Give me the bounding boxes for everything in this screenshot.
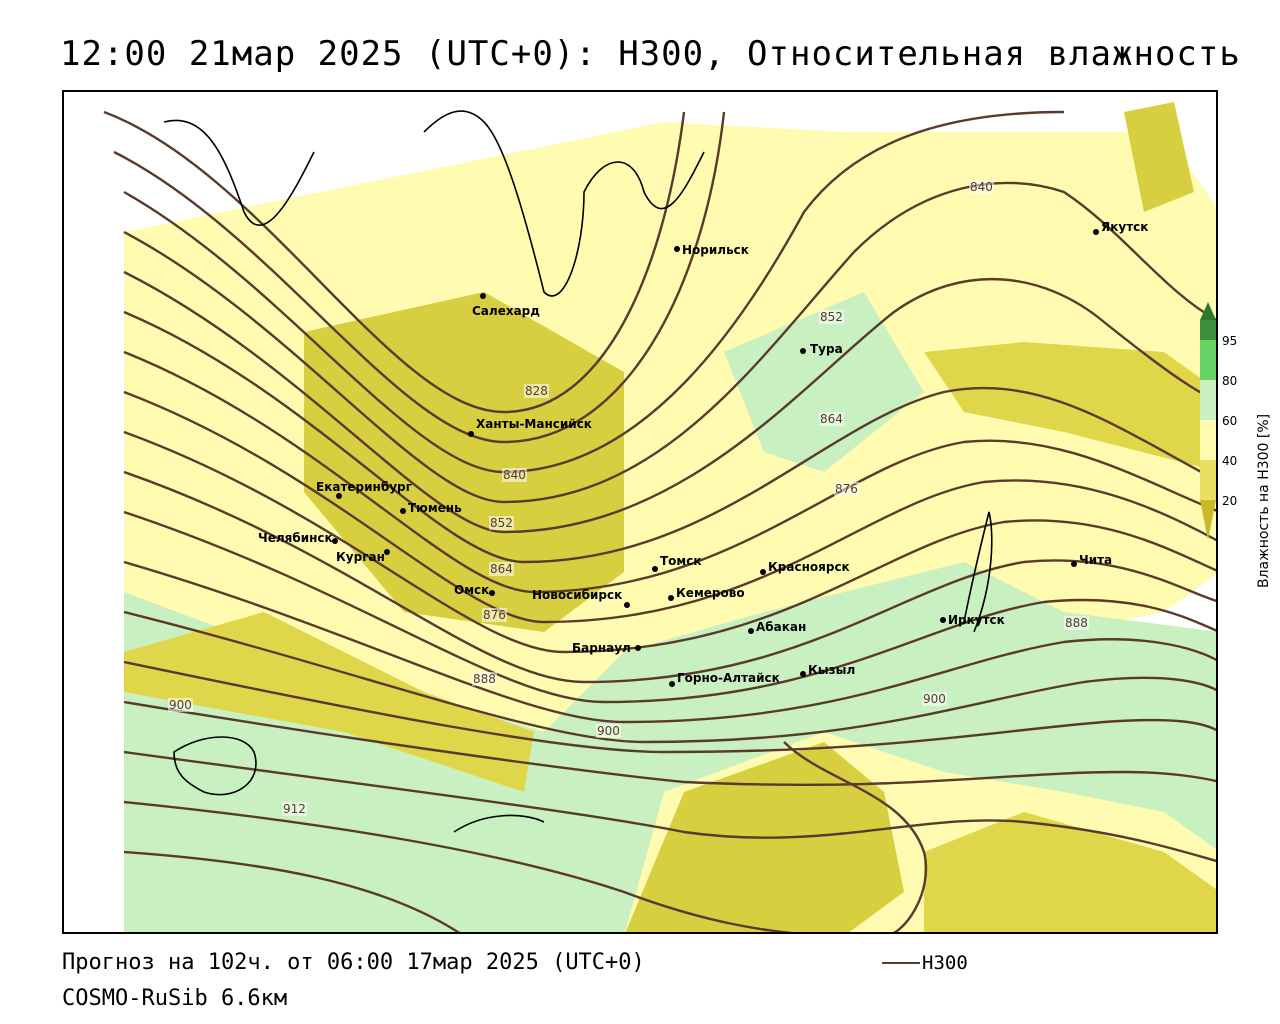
colorbar-tick: 60	[1222, 414, 1238, 428]
city-dot	[384, 549, 390, 555]
contour-label: 864	[819, 412, 844, 426]
city-dot	[489, 590, 495, 596]
colorbar-title: Влажность на H300 [%]	[1256, 413, 1272, 588]
city-dot	[668, 595, 674, 601]
colorbar-80	[1200, 340, 1216, 380]
city-label[interactable]: Кемерово	[676, 586, 745, 600]
map-canvas	[64, 92, 1216, 932]
forecast-text: Прогноз на 102ч. от 06:00 17мар 2025 (UT…	[62, 950, 645, 975]
colorbar-60	[1200, 380, 1216, 420]
weather-map[interactable]: 840 852 864 876 828 840 852 864 876 888 …	[62, 90, 1218, 934]
city-label[interactable]: Новосибирск	[532, 588, 623, 602]
city-label[interactable]: Томск	[660, 554, 702, 568]
contour-label: 852	[489, 516, 514, 530]
city-label[interactable]: Челябинск	[258, 531, 333, 545]
contour-label: 900	[168, 698, 193, 712]
contour-label: 852	[819, 310, 844, 324]
colorbar-bottom-triangle	[1200, 500, 1216, 540]
city-label[interactable]: Барнаул	[572, 641, 631, 655]
contour-label: 900	[922, 692, 947, 706]
city-label[interactable]: Омск	[454, 583, 490, 597]
city-dot	[332, 538, 338, 544]
city-dot	[674, 246, 680, 252]
h300-legend-label: H300	[922, 952, 968, 974]
contour-label: 864	[489, 562, 514, 576]
city-label[interactable]: Тюмень	[408, 501, 462, 515]
colorbar-tick: 95	[1222, 334, 1238, 348]
city-dot	[336, 493, 342, 499]
contour-label: 876	[482, 608, 507, 622]
city-dot	[635, 645, 641, 651]
contour-label: 840	[969, 180, 994, 194]
city-dot	[940, 617, 946, 623]
city-label[interactable]: Курган	[336, 550, 385, 564]
city-label[interactable]: Кызыл	[808, 663, 856, 677]
contour-label: 888	[472, 672, 497, 686]
h300-contours	[103, 110, 1216, 932]
colorbar-tick: 20	[1222, 494, 1238, 508]
humidity-colorbar	[1200, 302, 1216, 540]
borders	[163, 110, 993, 833]
model-name: COSMO-RuSib 6.6км	[62, 986, 288, 1011]
humidity-field	[64, 92, 1216, 932]
colorbar-top-triangle	[1200, 302, 1216, 320]
contour-label: 876	[834, 482, 859, 496]
city-dot	[748, 628, 754, 634]
city-label[interactable]: Иркутск	[948, 613, 1005, 627]
city-label[interactable]: Салехард	[472, 304, 540, 318]
city-label[interactable]: Горно-Алтайск	[677, 671, 780, 685]
city-label[interactable]: Норильск	[682, 243, 749, 257]
colorbar-95	[1200, 320, 1216, 340]
city-label[interactable]: Ханты-Мансийск	[476, 417, 592, 431]
city-label[interactable]: Якутск	[1101, 220, 1149, 234]
city-dot	[1071, 561, 1077, 567]
city-label[interactable]: Красноярск	[768, 560, 850, 574]
city-label[interactable]: Абакан	[756, 620, 807, 634]
colorbar-20	[1200, 460, 1216, 500]
colorbar-40	[1200, 420, 1216, 460]
contour-label: 888	[1064, 616, 1089, 630]
map-title: 12:00 21мар 2025 (UTC+0): H300, Относите…	[60, 34, 1241, 74]
city-label[interactable]: Екатеринбург	[316, 480, 412, 494]
city-dot	[400, 508, 406, 514]
city-dot	[800, 671, 806, 677]
city-dot	[468, 431, 474, 437]
h300-legend-line	[882, 962, 920, 964]
city-dot	[1093, 229, 1099, 235]
colorbar-tick: 80	[1222, 374, 1238, 388]
contour-label: 840	[502, 468, 527, 482]
city-dot	[624, 602, 630, 608]
city-dot	[652, 566, 658, 572]
city-dot	[669, 681, 675, 687]
contour-label: 900	[596, 724, 621, 738]
contour-label: 828	[524, 384, 549, 398]
city-label[interactable]: Чита	[1079, 553, 1113, 567]
city-dot	[800, 348, 806, 354]
city-dot	[480, 293, 486, 299]
city-dot	[760, 569, 766, 575]
contour-label: 912	[282, 802, 307, 816]
colorbar-tick: 40	[1222, 454, 1238, 468]
city-label[interactable]: Тура	[810, 342, 843, 356]
